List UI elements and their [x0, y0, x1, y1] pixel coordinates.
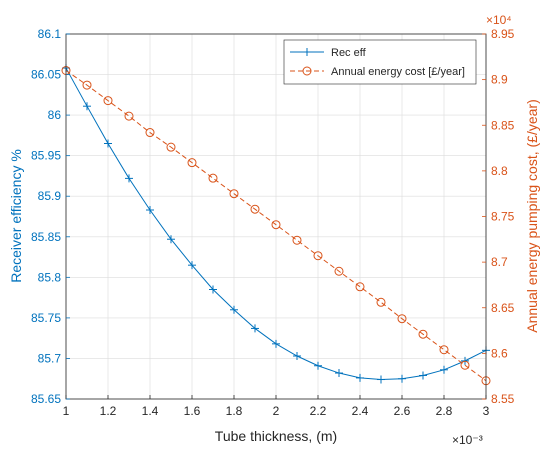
- data-point-circle: [355, 282, 365, 292]
- data-point-circle: [250, 204, 260, 214]
- data-point-circle: [418, 329, 428, 339]
- y-left-tick-label: 85.65: [31, 392, 61, 406]
- x-axis-ticks: 1 1.2 1.4 1.6 1.8 2 2.2 2.4 2.6 2.8 3: [63, 395, 490, 418]
- x-tick-label: 2.4: [352, 404, 369, 418]
- y-left-tick-label: 85.9: [38, 189, 62, 203]
- y-right-tick-label: 8.55: [491, 392, 515, 406]
- y-left-tick-label: 85.95: [31, 149, 61, 163]
- data-point-circle: [460, 360, 470, 370]
- y-left-axis-ticks: 85.65 85.7 85.75 85.8 85.85 85.9 85.95 86 86.05 8…: [31, 27, 70, 406]
- data-point-circle: [397, 314, 407, 324]
- data-point-circle: [166, 142, 176, 152]
- y-left-tick-label: 85.7: [38, 351, 62, 365]
- x-tick-label: 2: [273, 404, 280, 418]
- data-point-circle: [292, 235, 302, 245]
- data-point-plus: [440, 365, 448, 374]
- data-point-plus: [167, 235, 175, 244]
- data-point-circle: [187, 158, 197, 168]
- data-point-circle: [229, 189, 239, 199]
- data-point-plus: [209, 285, 217, 294]
- data-point-circle: [103, 96, 113, 106]
- y-right-tick-label: 8.75: [491, 210, 515, 224]
- y-right-tick-label: 8.95: [491, 27, 515, 41]
- x-tick-label: 1.4: [142, 404, 159, 418]
- y-left-tick-label: 86.1: [38, 27, 62, 41]
- y-right-tick-label: 8.85: [491, 118, 515, 132]
- data-point-circle: [334, 266, 344, 276]
- legend-label-rec-eff: Rec eff: [331, 47, 367, 59]
- data-point-plus: [398, 374, 406, 383]
- y-right-tick-label: 8.9: [491, 73, 508, 87]
- data-point-circle: [145, 128, 155, 138]
- x-tick-label: 1.8: [226, 404, 243, 418]
- y-right-axis-ticks: 8.55 8.6 8.65 8.7 8.75 8.8 8.85 8.9 8.95: [482, 27, 515, 406]
- data-point-plus: [104, 139, 112, 148]
- y-right-tick-label: 8.65: [491, 301, 515, 315]
- x-tick-label: 2.8: [436, 404, 453, 418]
- data-point-circle: [313, 251, 323, 261]
- data-point-plus: [188, 261, 196, 270]
- y-left-tick-label: 85.75: [31, 311, 61, 325]
- y-right-axis-label: Annual energy pumping cost, (£/year): [524, 99, 540, 332]
- series-line-1: [65, 70, 487, 382]
- series-markers: [61, 64, 491, 386]
- data-point-plus: [146, 206, 154, 215]
- data-point-circle: [208, 173, 218, 183]
- data-point-plus: [356, 373, 364, 382]
- data-point-plus: [230, 305, 238, 314]
- legend: Rec eff Annual energy cost [£/year]: [283, 39, 477, 85]
- data-point-plus: [125, 174, 133, 183]
- data-point-plus: [83, 102, 91, 111]
- data-point-plus: [272, 339, 280, 348]
- x-tick-label: 2.6: [394, 404, 411, 418]
- data-point-circle: [439, 345, 449, 355]
- data-point-circle: [271, 220, 281, 230]
- data-point-plus: [293, 352, 301, 361]
- x-tick-label: 1.6: [184, 404, 201, 418]
- y-left-tick-label: 85.85: [31, 230, 61, 244]
- y-left-tick-label: 85.8: [38, 270, 62, 284]
- data-point-circle: [376, 297, 386, 307]
- x-tick-label: 2.2: [310, 404, 327, 418]
- y-left-tick-label: 86: [48, 108, 62, 122]
- y-left-tick-label: 86.05: [31, 68, 61, 82]
- data-point-circle: [124, 111, 134, 121]
- y-right-tick-label: 8.6: [491, 346, 508, 360]
- legend-box: [283, 39, 477, 85]
- legend-marker-energy-cost: [302, 66, 312, 76]
- y-right-tick-label: 8.8: [491, 164, 508, 178]
- y-right-tick-label: 8.7: [491, 255, 508, 269]
- legend-label-energy-cost: Annual energy cost [£/year]: [331, 66, 465, 78]
- y-right-axis-exponent: ×10⁴: [486, 13, 512, 27]
- data-point-plus: [314, 361, 322, 370]
- x-tick-label: 1.2: [100, 404, 117, 418]
- x-tick-label: 1: [63, 404, 70, 418]
- x-axis-label: Tube thickness, (m): [215, 428, 337, 444]
- x-tick-label: 3: [483, 404, 490, 418]
- data-point-plus: [335, 369, 343, 378]
- legend-marker-rec-eff: [303, 48, 311, 56]
- data-point-plus: [377, 375, 385, 384]
- x-axis-exponent: ×10⁻³: [452, 433, 483, 447]
- y-left-axis-label: Receiver efficiency %: [8, 149, 24, 283]
- data-point-circle: [82, 80, 92, 90]
- data-point-plus: [419, 371, 427, 380]
- data-point-plus: [251, 324, 259, 333]
